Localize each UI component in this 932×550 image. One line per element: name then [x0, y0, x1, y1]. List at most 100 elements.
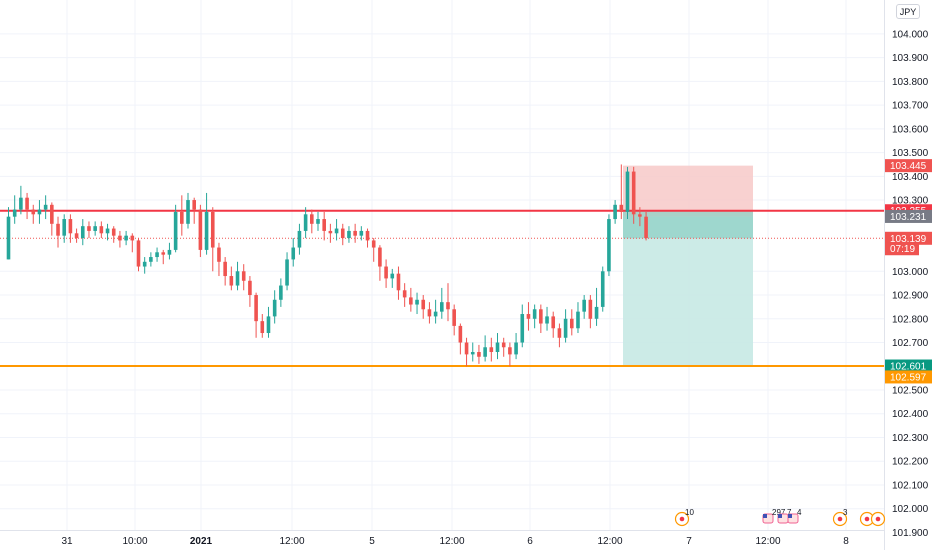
- candle-body: [334, 228, 339, 234]
- time-axis[interactable]: 31 10:00 2021 12:00 5 12:00 6 12:00 7 12:00 8: [0, 530, 884, 550]
- candle: [489, 337, 494, 362]
- candle-body: [198, 209, 203, 250]
- candle: [415, 292, 419, 315]
- candle: [365, 228, 370, 248]
- candle: [74, 228, 79, 243]
- candle: [390, 268, 395, 288]
- candle: [87, 221, 91, 239]
- candle-body: [631, 171, 636, 215]
- price-tick-label: 102.700: [892, 338, 929, 349]
- candle: [118, 230, 122, 248]
- candle-body: [464, 342, 469, 355]
- candle: [19, 185, 23, 215]
- candle-body: [229, 276, 234, 286]
- price-tag-text: 07:19: [890, 244, 915, 255]
- candle-body: [514, 342, 518, 355]
- candle-body: [155, 252, 159, 258]
- candle-body: [161, 252, 166, 255]
- candle-body: [440, 302, 444, 312]
- candle-body: [532, 309, 537, 319]
- candle: [322, 211, 326, 241]
- price-tag-countdown: 07:19: [885, 242, 919, 256]
- time-tick-label: 31: [61, 536, 73, 547]
- candle-body: [173, 211, 178, 250]
- stop-loss-zone: [623, 165, 753, 217]
- price-tick-label: 102.100: [892, 480, 929, 491]
- candle: [539, 304, 543, 334]
- candle-body: [371, 240, 376, 248]
- candle-body: [446, 302, 450, 310]
- event-markers[interactable]: 10 297 7 4 3: [674, 508, 886, 527]
- price-tick-label: 103.400: [892, 172, 929, 183]
- candlesticks: [6, 164, 648, 367]
- candle: [12, 195, 17, 224]
- candle: [260, 314, 265, 338]
- price-tag-last-close: 103.139: [885, 231, 932, 245]
- price-tag-text: 103.139: [890, 234, 927, 245]
- candle-body: [600, 271, 605, 307]
- candle-body: [452, 309, 456, 326]
- candle-body: [19, 197, 23, 210]
- price-tick-label: 103.300: [892, 196, 929, 207]
- candle-body: [186, 200, 190, 224]
- price-tag-bg: [885, 370, 932, 384]
- candle: [186, 192, 190, 229]
- candle-body: [477, 352, 481, 357]
- candle: [105, 223, 110, 241]
- candle: [440, 287, 444, 319]
- candle-body: [266, 316, 271, 334]
- candle-body: [6, 216, 11, 260]
- candle: [316, 211, 320, 231]
- candle-body: [378, 247, 382, 267]
- candle: [452, 304, 456, 336]
- price-axis[interactable]: 104.000 103.900 103.800 103.700 103.600 103.5…: [884, 0, 932, 550]
- price-tick-label: 102.500: [892, 385, 929, 396]
- open-pnl-zone: [623, 210, 753, 239]
- price-tag-bg: [885, 359, 932, 373]
- event-marker[interactable]: 4: [787, 508, 802, 524]
- candle-body: [12, 209, 17, 217]
- candle-body: [254, 295, 258, 322]
- candle: [359, 226, 364, 241]
- price-tick-label: 103.800: [892, 77, 929, 88]
- event-marker[interactable]: 3: [832, 508, 849, 527]
- candle: [477, 344, 481, 364]
- candle: [43, 195, 48, 220]
- price-axis-bg: [884, 0, 932, 550]
- candle-body: [316, 219, 320, 224]
- candle: [173, 204, 178, 253]
- candle: [625, 166, 630, 220]
- candle-body: [359, 230, 364, 236]
- event-marker[interactable]: 297: [762, 508, 786, 524]
- time-tick-label: 10:00: [122, 536, 147, 547]
- candle-body: [396, 273, 401, 291]
- candle-body: [136, 240, 141, 267]
- event-marker[interactable]: 10: [674, 508, 695, 527]
- candle-body: [43, 204, 48, 210]
- event-marker[interactable]: [870, 511, 886, 527]
- candle: [204, 192, 209, 255]
- candle-body: [489, 347, 494, 353]
- event-marker[interactable]: 7: [777, 508, 792, 524]
- price-tick-label: 102.300: [892, 433, 929, 444]
- time-tick-label: 5: [369, 536, 375, 547]
- currency-badge[interactable]: JPY: [896, 4, 920, 19]
- candle-body: [105, 228, 110, 234]
- candle-body: [390, 273, 395, 279]
- time-tick-label: 12:00: [755, 536, 780, 547]
- candle: [241, 264, 246, 291]
- price-tick-label: 103.000: [892, 267, 929, 278]
- event-marker[interactable]: [859, 511, 875, 527]
- candle-body: [217, 247, 221, 262]
- candle-body: [322, 219, 326, 231]
- price-tick-label: 103.600: [892, 124, 929, 135]
- candle-body: [588, 299, 593, 319]
- price-tag-stop-loss: 103.445: [885, 159, 932, 173]
- event-dot: [864, 516, 870, 522]
- candle: [433, 299, 438, 324]
- flag-canton: [778, 514, 782, 518]
- candle-body: [80, 226, 85, 239]
- chart-grid: [0, 0, 884, 533]
- price-tag-low: 102.597: [885, 370, 932, 384]
